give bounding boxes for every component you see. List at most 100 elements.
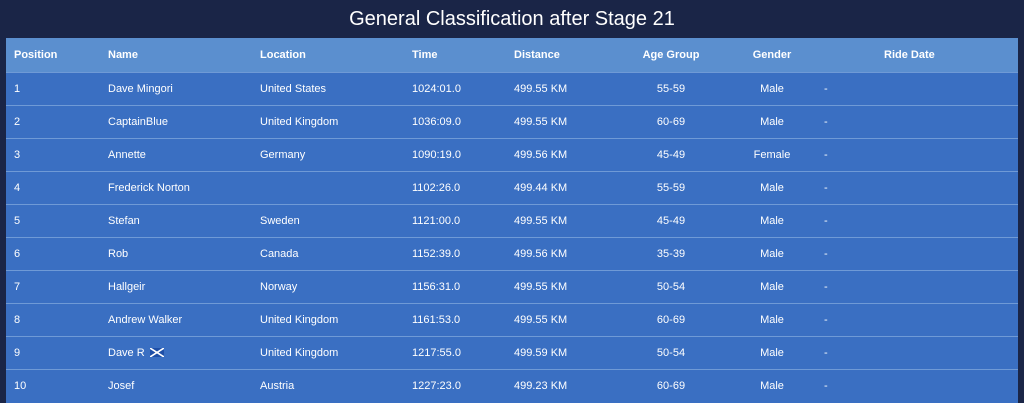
table-row[interactable]: 10 Josef Austria 1227:23.0 499.23 KM 60-69 Mal… xyxy=(6,369,1018,403)
cell-name: Frederick Norton xyxy=(108,171,260,205)
cell-location-text: United Kingdom xyxy=(260,314,339,326)
cell-position-text: 10 xyxy=(14,380,27,393)
cell-age-group: 50-54 xyxy=(616,336,726,370)
cell-position: 9 xyxy=(6,336,108,370)
table-row[interactable]: 4 Frederick Norton 1102:26.0 499.44 KM 55-59… xyxy=(6,171,1018,205)
cell-gender: Male xyxy=(726,72,818,106)
cell-distance: 499.55 KM xyxy=(514,270,616,304)
cell-time-text: 1161:53.0 xyxy=(412,314,461,326)
cell-location-text: Austria xyxy=(260,380,295,393)
cell-name-text: Hallgeir xyxy=(108,281,146,293)
cell-position-text: 6 xyxy=(14,248,21,260)
cell-ride-date: - xyxy=(818,105,1018,139)
table-row[interactable]: 1 Dave Mingori United States 1024:01.0 499.5… xyxy=(6,72,1018,106)
header-gender[interactable]: Gender xyxy=(752,49,792,61)
cell-ride-date: - xyxy=(818,171,1018,205)
header-distance[interactable]: Distance xyxy=(514,49,560,61)
cell-age-group-text: 60-69 xyxy=(656,116,686,128)
cell-age-group-text: 45-49 xyxy=(656,149,686,161)
cell-time-text: 1090:19.0 xyxy=(412,149,461,161)
header-name[interactable]: Name xyxy=(108,49,138,61)
cell-gender-text: Male xyxy=(760,182,784,194)
cell-location-text: United Kingdom xyxy=(260,347,339,359)
cell-ride-date-text: - xyxy=(824,116,828,128)
table-row[interactable]: 8 Andrew Walker United Kingdom 1161:53.0 499… xyxy=(6,303,1018,337)
cell-distance-text: 499.55 KM xyxy=(514,281,568,293)
cell-location-text: United States xyxy=(260,83,327,95)
cell-ride-date: - xyxy=(818,237,1018,271)
cell-age-group: 55-59 xyxy=(616,72,726,106)
cell-location-text: Sweden xyxy=(260,215,300,227)
cell-location: Canada xyxy=(260,237,412,271)
cell-gender-text: Female xyxy=(753,149,791,161)
cell-distance: 499.56 KM xyxy=(514,138,616,172)
cell-gender-text: Male xyxy=(760,314,784,326)
cell-gender-text: Male xyxy=(760,83,784,95)
cell-gender: Male xyxy=(726,336,818,370)
cell-time: 1024:01.0 xyxy=(412,72,514,106)
cell-position-text: 3 xyxy=(14,149,21,161)
table-row[interactable]: 6 Rob Canada 1152:39.0 499.56 KM 35-39 Male - xyxy=(6,237,1018,271)
cell-gender: Male xyxy=(726,171,818,205)
header-position[interactable]: Position xyxy=(14,49,58,61)
table-row[interactable]: 2 CaptainBlue United Kingdom 1036:09.0 499.5… xyxy=(6,105,1018,139)
cell-ride-date-text: - xyxy=(824,182,828,194)
cell-age-group: 60-69 xyxy=(616,303,726,337)
table-row[interactable]: 7 Hallgeir Norway 1156:31.0 499.55 KM 50-54 Ma… xyxy=(6,270,1018,304)
cell-age-group-text: 55-59 xyxy=(656,182,686,194)
cell-location-text: Norway xyxy=(260,281,298,293)
header-location[interactable]: Location xyxy=(260,49,306,61)
cell-location: United States xyxy=(260,72,412,106)
cell-position-text: 9 xyxy=(14,347,21,359)
cell-distance-text: 499.55 KM xyxy=(514,314,568,326)
cell-time-text: 1102:26.0 xyxy=(412,182,461,194)
cell-age-group: 50-54 xyxy=(616,270,726,304)
table-row[interactable]: 5 Stefan Sweden 1121:00.0 499.55 KM 45-49 Male… xyxy=(6,204,1018,238)
cell-ride-date: - xyxy=(818,72,1018,106)
cell-position: 3 xyxy=(6,138,108,172)
cell-age-group: 55-59 xyxy=(616,171,726,205)
cell-location-text: Germany xyxy=(260,149,306,161)
cell-position: 7 xyxy=(6,270,108,304)
cell-position: 2 xyxy=(6,105,108,139)
cell-distance: 499.55 KM xyxy=(514,204,616,238)
header-ride-date[interactable]: Ride Date xyxy=(884,49,935,61)
table-row[interactable]: 9 Dave R United Kingdom 1217:55.0 499.59 KM 5… xyxy=(6,336,1018,370)
cell-position-text: 1 xyxy=(14,83,21,95)
scotland-flag-icon xyxy=(149,348,164,357)
cell-time-text: 1227:23.0 xyxy=(412,380,461,393)
cell-age-group: 45-49 xyxy=(616,138,726,172)
cell-location xyxy=(260,171,412,205)
cell-ride-date: - xyxy=(818,138,1018,172)
cell-gender: Male xyxy=(726,270,818,304)
cell-name-text: Frederick Norton xyxy=(108,182,190,194)
table-row[interactable]: 3 Annette Germany 1090:19.0 499.56 KM 45-49 Fe… xyxy=(6,138,1018,172)
cell-name: Dave R xyxy=(108,336,260,370)
cell-age-group-text: 35-39 xyxy=(656,248,686,260)
cell-name: CaptainBlue xyxy=(108,105,260,139)
cell-time-text: 1217:55.0 xyxy=(412,347,461,359)
cell-position: 1 xyxy=(6,72,108,106)
cell-gender-text: Male xyxy=(760,215,784,227)
cell-time: 1161:53.0 xyxy=(412,303,514,337)
cell-ride-date: - xyxy=(818,303,1018,337)
cell-name: Josef xyxy=(108,369,260,403)
cell-gender-text: Male xyxy=(760,347,784,359)
cell-distance-text: 499.55 KM xyxy=(514,83,568,95)
cell-gender-text: Male xyxy=(760,248,784,260)
cell-distance: 499.55 KM xyxy=(514,303,616,337)
cell-distance: 499.59 KM xyxy=(514,336,616,370)
cell-location: United Kingdom xyxy=(260,105,412,139)
cell-position-text: 7 xyxy=(14,281,21,293)
cell-distance: 499.44 KM xyxy=(514,171,616,205)
cell-gender-text: Male xyxy=(760,380,784,393)
cell-distance: 499.23 KM xyxy=(514,369,616,403)
header-time[interactable]: Time xyxy=(412,49,438,61)
header-age-group[interactable]: Age Group xyxy=(642,49,700,61)
cell-distance-text: 499.23 KM xyxy=(514,380,568,393)
cell-position: 4 xyxy=(6,171,108,205)
cell-age-group-text: 55-59 xyxy=(656,83,686,95)
cell-position-text: 8 xyxy=(14,314,21,326)
cell-time: 1090:19.0 xyxy=(412,138,514,172)
